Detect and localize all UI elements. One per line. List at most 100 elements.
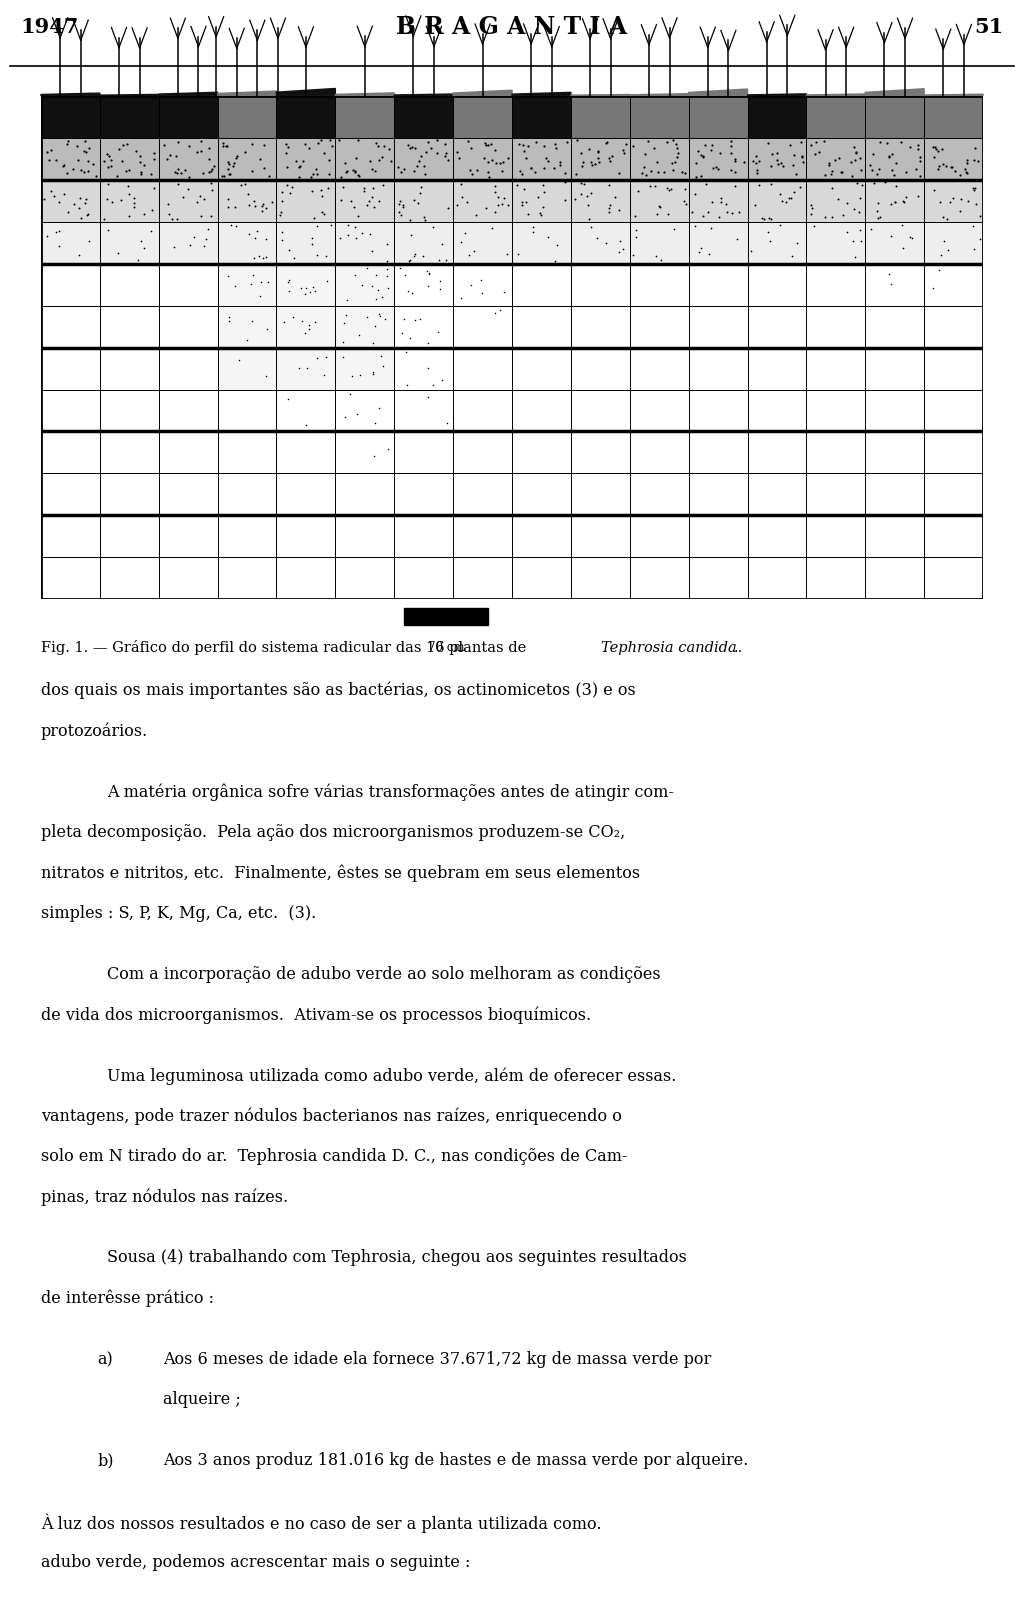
Point <box>966 177 982 203</box>
Bar <box>865 348 925 390</box>
Point <box>751 173 767 198</box>
Point <box>309 241 326 267</box>
Point <box>688 150 705 176</box>
Bar <box>276 264 336 305</box>
Point <box>203 158 219 184</box>
Bar <box>276 96 336 137</box>
Point <box>372 304 388 329</box>
Point <box>687 181 703 206</box>
Point <box>677 176 693 201</box>
Point <box>793 129 809 155</box>
Bar <box>689 96 748 137</box>
Bar <box>512 515 571 558</box>
Point <box>218 133 234 158</box>
Point <box>461 241 477 267</box>
Point <box>724 200 740 225</box>
Point <box>727 160 743 185</box>
Point <box>169 206 185 232</box>
Point <box>51 217 68 243</box>
Point <box>66 157 82 182</box>
Point <box>719 200 735 225</box>
Point <box>145 176 162 201</box>
Bar <box>865 96 925 137</box>
Point <box>515 176 531 201</box>
Point <box>291 165 307 190</box>
Point <box>760 219 776 244</box>
Point <box>339 158 355 184</box>
Point <box>863 216 880 241</box>
Point <box>81 229 97 254</box>
Bar <box>807 348 865 390</box>
Point <box>786 179 803 205</box>
Point <box>337 404 353 430</box>
Bar <box>571 515 630 558</box>
Point <box>59 160 76 185</box>
Point <box>536 195 552 221</box>
Point <box>649 201 666 227</box>
Point <box>833 158 849 184</box>
Text: Fig. 1. — Gráfico do perfil do sistema radicular das 16 plantas de: Fig. 1. — Gráfico do perfil do sistema r… <box>41 641 530 655</box>
Bar <box>336 264 394 305</box>
Point <box>313 184 330 209</box>
Bar <box>748 305 807 348</box>
Point <box>515 137 531 163</box>
Point <box>169 160 185 185</box>
Point <box>397 262 414 288</box>
Point <box>748 142 764 168</box>
Bar <box>100 137 159 181</box>
Point <box>597 131 613 157</box>
Bar <box>41 390 100 431</box>
Point <box>429 128 445 153</box>
Polygon shape <box>748 94 807 96</box>
Bar <box>336 305 394 348</box>
Bar <box>276 348 336 390</box>
Point <box>286 246 302 272</box>
Point <box>221 150 238 176</box>
Text: pleta decomposição.  Pela ação dos microorganismos produzem-se CO₂,: pleta decomposição. Pela ação dos microo… <box>41 823 626 841</box>
Point <box>381 136 397 161</box>
Point <box>525 219 542 244</box>
Point <box>131 144 147 169</box>
Point <box>947 158 964 184</box>
Point <box>244 131 260 157</box>
Point <box>903 225 920 251</box>
Point <box>318 268 335 294</box>
Point <box>395 195 412 221</box>
Point <box>573 153 590 179</box>
Bar <box>276 473 336 515</box>
Point <box>803 133 819 158</box>
Point <box>274 179 291 205</box>
Point <box>559 129 575 155</box>
Point <box>252 283 268 308</box>
Text: pinas, traz nódulos nas raízes.: pinas, traz nódulos nas raízes. <box>41 1189 288 1206</box>
Point <box>249 219 265 244</box>
Bar <box>218 264 276 305</box>
Point <box>305 275 322 300</box>
Bar <box>159 558 217 599</box>
Point <box>85 150 101 176</box>
Point <box>204 177 220 203</box>
Point <box>690 137 707 163</box>
Point <box>59 128 76 153</box>
Point <box>636 155 652 181</box>
Point <box>312 128 329 153</box>
Point <box>253 270 269 296</box>
Point <box>969 192 985 217</box>
Point <box>226 195 243 221</box>
Bar <box>41 431 100 473</box>
Point <box>55 152 72 177</box>
Point <box>252 145 268 171</box>
Point <box>81 136 97 161</box>
Point <box>368 131 384 157</box>
Bar <box>336 431 394 473</box>
Point <box>383 149 399 174</box>
Point <box>520 201 537 227</box>
Point <box>166 235 182 260</box>
Point <box>932 189 948 214</box>
Point <box>366 193 382 219</box>
Point <box>344 363 360 388</box>
Point <box>773 150 790 176</box>
Bar <box>807 431 865 473</box>
Point <box>676 189 692 214</box>
Bar <box>41 96 100 137</box>
